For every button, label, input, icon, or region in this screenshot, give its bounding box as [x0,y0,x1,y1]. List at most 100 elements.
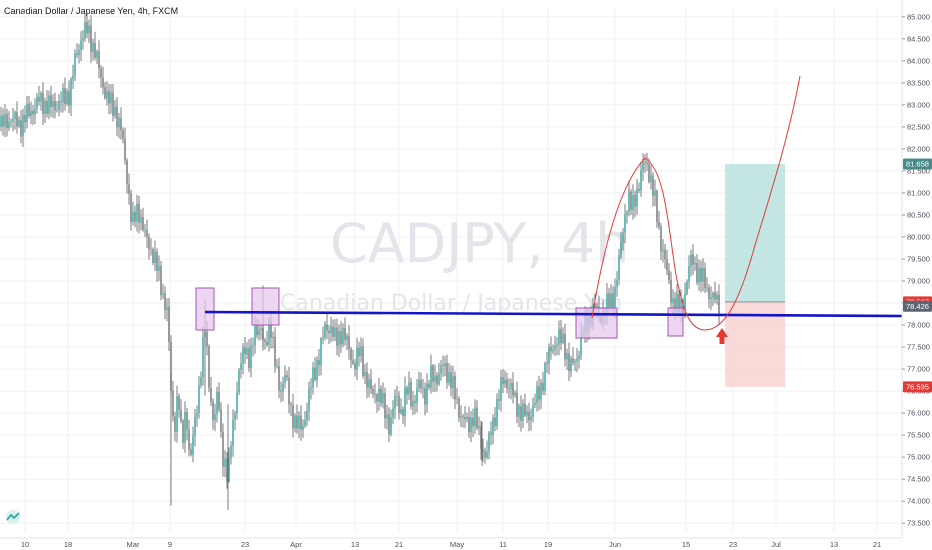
price-tick-label: 83.500 [907,78,930,87]
candle-body [534,403,536,405]
price-axis-bg [902,0,932,550]
target-price-tag-bg [903,158,932,170]
candle-body [308,388,310,411]
time-tick-label: 13 [351,540,359,549]
candle-body [230,445,232,458]
candle-body [242,347,244,364]
candle-body [650,175,652,182]
candle-body [66,91,68,104]
candle-body [150,249,152,250]
candle-body [718,294,720,314]
candle-body [92,42,94,53]
candle-body [278,366,280,391]
watermark-ticker: CADJPY, 4h [330,212,629,275]
candle-body [594,303,596,308]
candle-body [438,373,440,385]
candle-body [74,53,76,76]
candle-body [488,432,490,452]
candle-body [410,382,412,407]
candle-body [344,328,346,341]
candle-body [460,416,462,418]
candle-body [130,193,132,223]
candle-body [686,281,688,294]
candle-body [6,113,8,129]
candle-body [34,108,36,115]
candle-body [332,326,334,337]
up-arrow-icon[interactable] [716,328,728,344]
candle-body [440,365,442,374]
candle-body [510,382,512,389]
price-tick-label: 82.500 [907,122,930,131]
candle-body [218,392,220,410]
candle-body [414,401,416,404]
candle-body [292,404,294,429]
candle-body [220,409,222,432]
price-axis[interactable]: 85.000 84.500 84.000 83.500 83.000 82.500 82.0… [901,0,932,550]
candle-body [96,51,98,58]
candle-body [26,103,28,123]
candle-body [416,388,418,404]
candle-body [354,363,356,370]
candle-body [118,117,120,128]
candle-body [464,416,466,420]
candle-body [110,92,112,104]
candle-body [492,417,494,435]
candle-body [656,190,658,223]
candle-body [24,114,26,123]
drawings[interactable] [204,75,903,344]
candle-body [250,345,252,369]
price-tick-label: 81.500 [907,166,930,175]
candle-body [412,401,414,407]
candle-body [62,88,64,103]
candle-body [506,379,508,389]
candle-body [466,417,468,420]
candle-body [564,333,566,360]
candle-body [142,216,144,231]
target-zone[interactable] [725,163,785,302]
highlight-box[interactable] [575,307,618,339]
candle-body [70,79,72,106]
time-axis[interactable]: 10 18 Mar 9 23 Apr 13 21 May 11 19 Jun 15 23 Jul 13 21 [0,537,902,550]
candle-body [140,216,142,223]
highlight-box[interactable] [195,287,215,331]
time-tick-label: 19 [544,540,552,549]
candle-body [174,416,176,432]
candle-body [228,457,230,482]
candle-body [328,330,330,334]
candle-body [32,110,34,115]
support-line[interactable] [204,310,903,318]
candle-body [160,265,162,296]
candle-body [50,95,52,108]
candle-body [714,292,716,300]
position-zones[interactable] [725,163,785,387]
candle-body [538,386,540,400]
candle-body [674,298,676,312]
candle-body [84,21,86,38]
candle-body [300,415,302,430]
projection-curve[interactable] [591,75,801,331]
time-tick-label: Jun [609,540,621,549]
candle-body [78,49,80,55]
highlight-box[interactable] [667,307,684,337]
candle-body [334,327,336,337]
highlight-box[interactable] [251,287,280,326]
candle-body [12,118,14,122]
candle-body [474,407,476,427]
candle-body [624,214,626,233]
candle-body [632,195,634,210]
candle-body [290,404,292,406]
candle-body [578,355,580,359]
candle-body [366,371,368,388]
candle-body [670,279,672,303]
tradingview-logo-icon[interactable] [4,510,22,524]
candle-body [298,415,300,429]
candle-body [132,211,134,223]
candle-body [566,353,568,360]
candle-body [698,267,700,283]
candle-body [628,191,630,213]
candle-body [476,407,478,429]
candle-body [536,386,538,404]
candle-body [690,254,692,267]
candle-body [186,412,188,430]
